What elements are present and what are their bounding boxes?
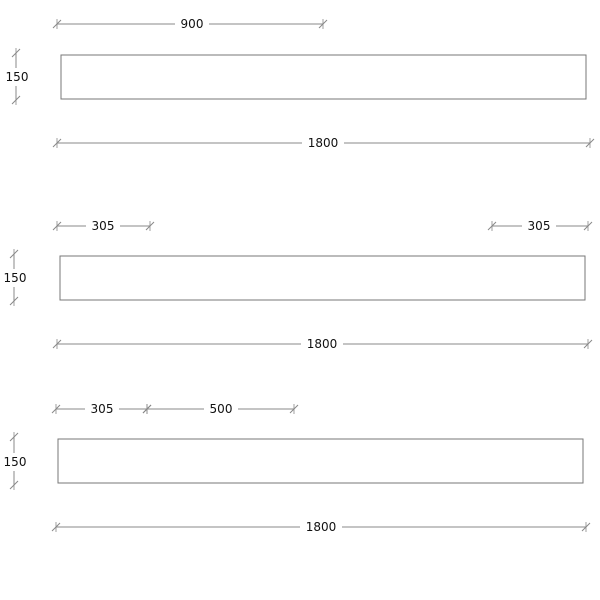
panel-1-width-dim: 1800 [52,136,595,150]
dimension-label: 305 [91,402,114,416]
dimension-label: 500 [210,402,233,416]
panel-1-height-dim: 150 [6,48,29,105]
panel-2-width-dim: 1800 [52,337,593,351]
dimension-label: 305 [528,219,551,233]
dimension-label: 150 [6,70,29,84]
dimension-label: 150 [4,271,27,285]
dimension-label: 1800 [307,337,338,351]
panel-2-outline [59,255,586,301]
dimension-label: 305 [92,219,115,233]
panel-1-outline [60,54,587,100]
panel-3-height-dim: 150 [4,432,27,490]
panel-3-top-dim-0: 305 [51,402,152,416]
panel-3-outline [57,438,584,484]
panel-1-top-dim-0: 900 [52,17,328,31]
dimension-label: 1800 [306,520,337,534]
panel-2-top-dim-0: 305 [52,219,155,233]
panel-3-width-dim: 1800 [51,520,591,534]
panel-2-height-dim: 150 [4,249,27,306]
dimension-label: 900 [181,17,204,31]
dimension-label: 150 [4,455,27,469]
dimension-label: 1800 [308,136,339,150]
panel-3-top-dim-1: 500 [142,402,299,416]
panel-2-top-dim-1: 305 [487,219,593,233]
